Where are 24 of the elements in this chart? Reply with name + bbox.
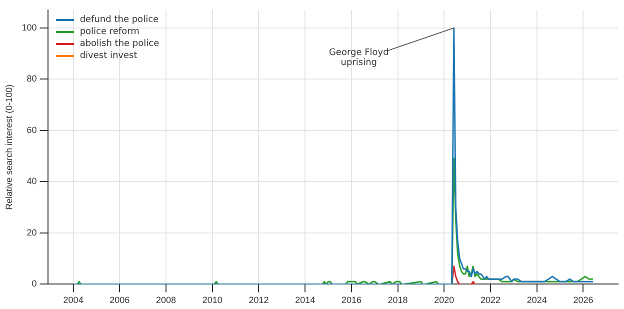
y-tick-label: 40 xyxy=(26,176,37,186)
legend-label: abolish the police xyxy=(80,38,160,50)
y-tick-label: 80 xyxy=(26,74,37,84)
x-tick-label: 2024 xyxy=(526,295,547,306)
legend-label: divest invest xyxy=(80,50,138,62)
legend-label: defund the police xyxy=(80,14,159,26)
x-tick-label: 2004 xyxy=(63,295,84,306)
x-tick-label: 2026 xyxy=(573,295,594,306)
y-tick-label: 0 xyxy=(32,278,37,289)
legend-label: police reform xyxy=(80,26,140,38)
x-tick-label: 2022 xyxy=(480,295,501,306)
x-tick-label: 2018 xyxy=(388,295,408,306)
y-tick-label: 60 xyxy=(26,124,37,135)
x-tick-label: 2016 xyxy=(341,295,362,306)
y-tick-label: 20 xyxy=(26,227,37,238)
annotation: George Floyd uprising xyxy=(328,48,389,68)
x-tick-label: 2012 xyxy=(248,295,269,306)
x-tick-label: 2014 xyxy=(295,295,316,306)
x-tick-label: 2010 xyxy=(202,295,222,306)
x-tick-label: 2020 xyxy=(434,295,454,306)
x-tick-label: 2006 xyxy=(110,295,130,306)
x-tick-label: 2008 xyxy=(156,295,176,306)
y-axis-title: Relative search interest (0-100) xyxy=(4,84,14,210)
y-tick-label: 100 xyxy=(22,22,37,32)
